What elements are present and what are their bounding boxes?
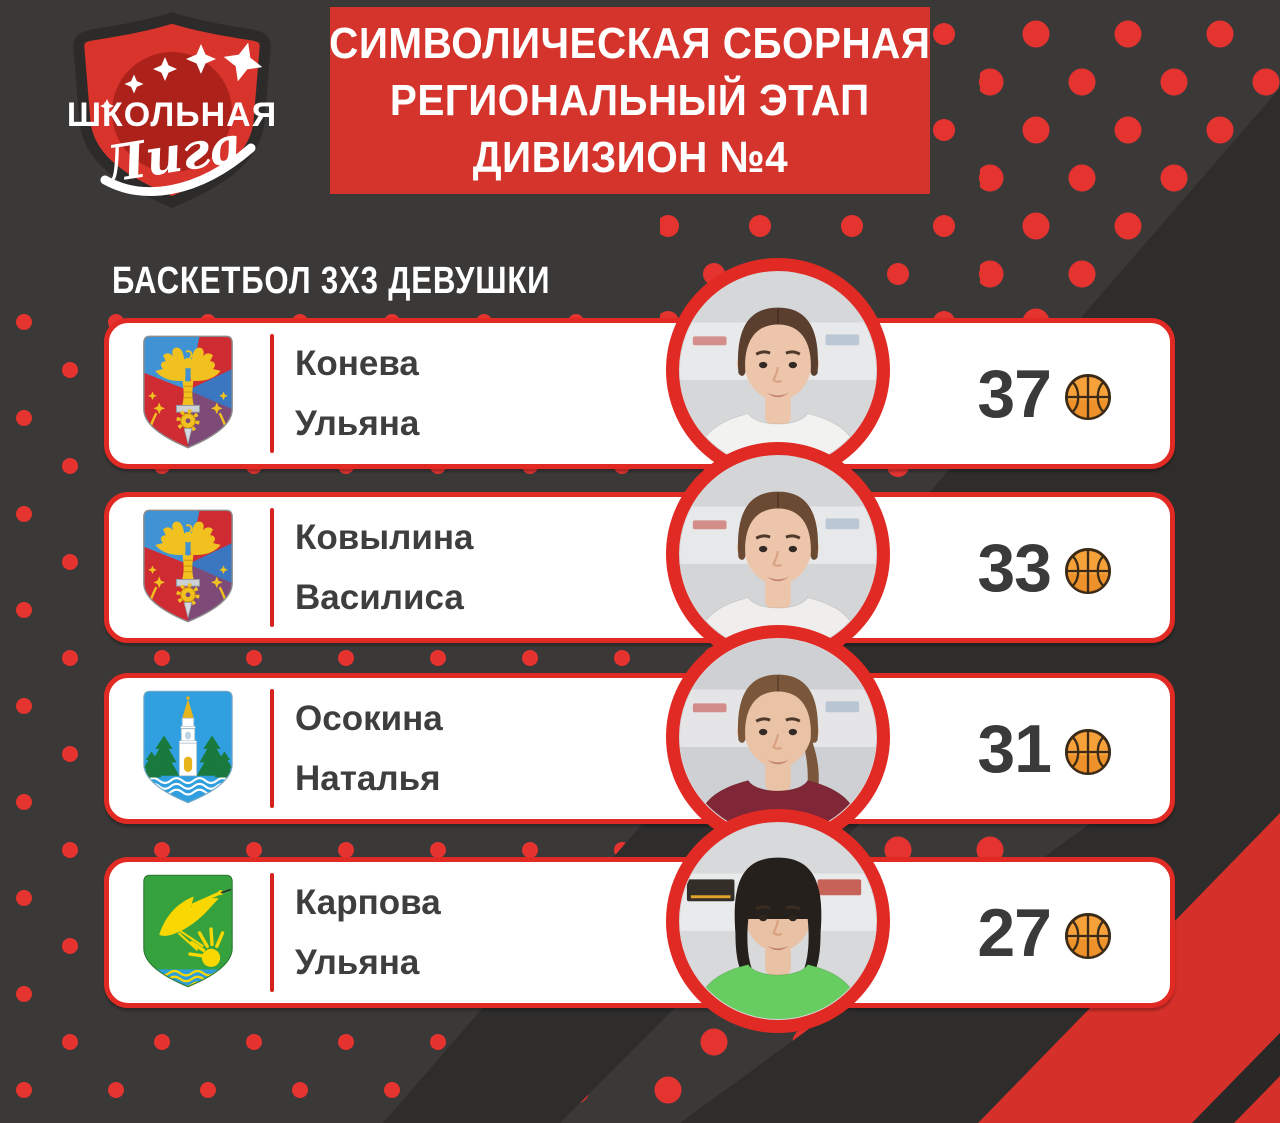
- player-name: Карпова Ульяна: [295, 873, 441, 993]
- player-firstname: Ульяна: [295, 942, 420, 982]
- logo-stars: [100, 42, 263, 113]
- score-value: 31: [977, 710, 1052, 787]
- score-box: 37: [977, 355, 1113, 433]
- score-box: 33: [977, 529, 1113, 607]
- player-name: Конева Ульяна: [295, 334, 419, 454]
- banner-line-3: ДИВИЗИОН №4: [472, 133, 788, 182]
- score-box: 31: [977, 710, 1113, 788]
- basketball-icon: [1063, 727, 1113, 777]
- banner-line-2: РЕГИОНАЛЬНЫЙ ЭТАП: [390, 76, 870, 125]
- player-photo: [666, 258, 890, 482]
- school-league-logo: ШКОЛЬНАЯ Лига: [67, 12, 277, 208]
- logo-swoosh: [100, 143, 256, 197]
- player-card: [104, 857, 1175, 1008]
- player-surname: Осокина: [295, 698, 443, 738]
- hair: [737, 674, 819, 743]
- church-and-firs-crest: [140, 688, 236, 806]
- player-row: Осокина Наталья: [104, 625, 1175, 849]
- crane-and-sun-crest: [140, 872, 236, 990]
- section-title: БАСКЕТБОЛ 3Х3 ДЕВУШКИ: [112, 260, 551, 302]
- hair: [737, 491, 819, 560]
- card-divider: [270, 508, 274, 627]
- hair: [737, 307, 819, 376]
- player-surname: Ковылина: [295, 517, 474, 557]
- score-value: 37: [977, 355, 1052, 432]
- basketball-icon: [1063, 911, 1113, 961]
- title-banner: СИМВОЛИЧЕСКАЯ СБОРНАЯ РЕГИОНАЛЬНЫЙ ЭТАП …: [329, 7, 931, 194]
- player-card: [104, 318, 1175, 469]
- player-card: [104, 492, 1175, 643]
- player-name: Осокина Наталья: [295, 689, 443, 809]
- player-name: Ковылина Василиса: [295, 508, 474, 628]
- card-divider: [270, 689, 274, 808]
- player-firstname: Василиса: [295, 577, 464, 617]
- logo-title: ШКОЛЬНАЯ: [67, 96, 277, 134]
- player-card: [104, 673, 1175, 824]
- player-row: Конева Ульяна: [104, 258, 1175, 482]
- player-surname: Конева: [295, 343, 419, 383]
- basketball-icon: [1063, 546, 1113, 596]
- basketball-icon: [1063, 372, 1113, 422]
- long-hair: [734, 857, 822, 981]
- score-value: 33: [977, 529, 1052, 606]
- player-firstname: Ульяна: [295, 403, 420, 443]
- lyubertsy-eagle-crest: [140, 333, 236, 451]
- card-divider: [270, 334, 274, 453]
- player-firstname: Наталья: [295, 758, 441, 798]
- bangs-hair: [745, 887, 811, 912]
- card-divider: [270, 873, 274, 992]
- score-box: 27: [977, 894, 1113, 972]
- score-value: 27: [977, 894, 1052, 971]
- player-photo: [666, 809, 890, 1033]
- lyubertsy-eagle-crest: [140, 507, 236, 625]
- player-row: Ковылина Василиса: [104, 442, 1175, 666]
- player-surname: Карпова: [295, 882, 441, 922]
- banner-line-1: СИМВОЛИЧЕСКАЯ СБОРНАЯ: [329, 19, 931, 68]
- player-row: Карпова Ульяна: [104, 809, 1175, 1033]
